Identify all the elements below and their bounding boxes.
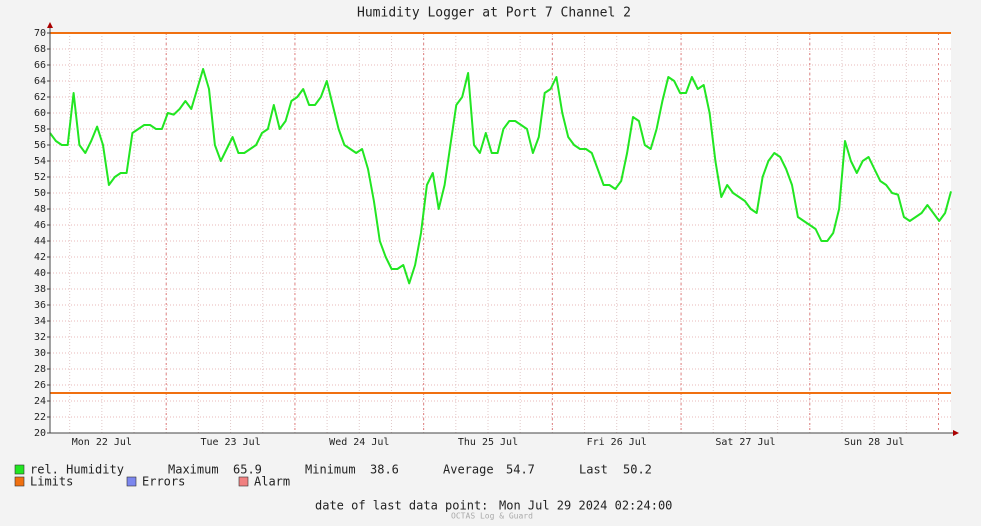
x-arrow [953, 430, 959, 436]
stat-label: Last [579, 463, 608, 477]
y-tick-label: 26 [34, 380, 46, 391]
y-tick-label: 48 [34, 204, 46, 215]
y-arrow [47, 22, 53, 28]
stat-value: 38.6 [370, 463, 399, 477]
x-tick-label: Sun 28 Jul [844, 437, 904, 448]
y-tick-label: 34 [34, 316, 46, 327]
plot-area [50, 33, 951, 433]
x-tick-label: Fri 26 Jul [587, 437, 647, 448]
y-tick-label: 56 [34, 140, 46, 151]
y-tick-label: 60 [34, 108, 46, 119]
stat-value: 65.9 [233, 463, 262, 477]
x-tick-label: Mon 22 Jul [72, 437, 132, 448]
chart-title: Humidity Logger at Port 7 Channel 2 [357, 6, 631, 21]
y-tick-label: 22 [34, 412, 46, 423]
legend-swatch [14, 464, 25, 475]
footer-value: Mon Jul 29 2024 02:24:00 [499, 499, 672, 513]
y-tick-label: 70 [34, 28, 46, 39]
y-tick-label: 36 [34, 300, 46, 311]
watermark: OCTAS Log & Guard [451, 512, 533, 521]
y-tick-label: 38 [34, 284, 46, 295]
y-tick-label: 30 [34, 348, 46, 359]
footer-label: date of last data point: [315, 499, 488, 513]
y-tick-label: 40 [34, 268, 46, 279]
stat-label: Maximum [168, 463, 219, 477]
stat-value: 50.2 [623, 463, 652, 477]
legend-label: Limits [30, 475, 73, 489]
legend-label: Alarm [254, 475, 290, 489]
y-tick-label: 24 [34, 396, 46, 407]
legend-swatch [126, 476, 137, 487]
y-tick-label: 20 [34, 428, 46, 439]
data-line [49, 68, 952, 285]
marks [49, 32, 952, 394]
stat-label: Average [443, 463, 494, 477]
y-tick-label: 68 [34, 44, 46, 55]
y-tick-label: 46 [34, 220, 46, 231]
stat-value: 54.7 [506, 463, 535, 477]
y-tick-label: 44 [34, 236, 46, 247]
x-tick-label: Sat 27 Jul [715, 437, 775, 448]
y-tick-label: 50 [34, 188, 46, 199]
y-tick-label: 58 [34, 124, 46, 135]
legend-swatch [14, 476, 25, 487]
y-tick-label: 54 [34, 156, 46, 167]
y-tick-label: 42 [34, 252, 46, 263]
x-tick-label: Thu 25 Jul [458, 437, 518, 448]
legend-label: Errors [142, 475, 185, 489]
y-tick-label: 64 [34, 76, 46, 87]
x-tick-label: Wed 24 Jul [329, 437, 389, 448]
legend: rel. Humidity Maximum 65.9 Minimum 38.6 Avera… [14, 463, 652, 489]
x-tick-label: Tue 23 Jul [200, 437, 260, 448]
y-tick-label: 66 [34, 60, 46, 71]
y-tick-label: 28 [34, 364, 46, 375]
legend-label: rel. Humidity [30, 463, 124, 477]
y-tick-label: 52 [34, 172, 46, 183]
stat-label: Minimum [305, 463, 356, 477]
grid [47, 32, 951, 434]
y-tick-label: 32 [34, 332, 46, 343]
legend-swatch [238, 476, 249, 487]
y-tick-label: 62 [34, 92, 46, 103]
